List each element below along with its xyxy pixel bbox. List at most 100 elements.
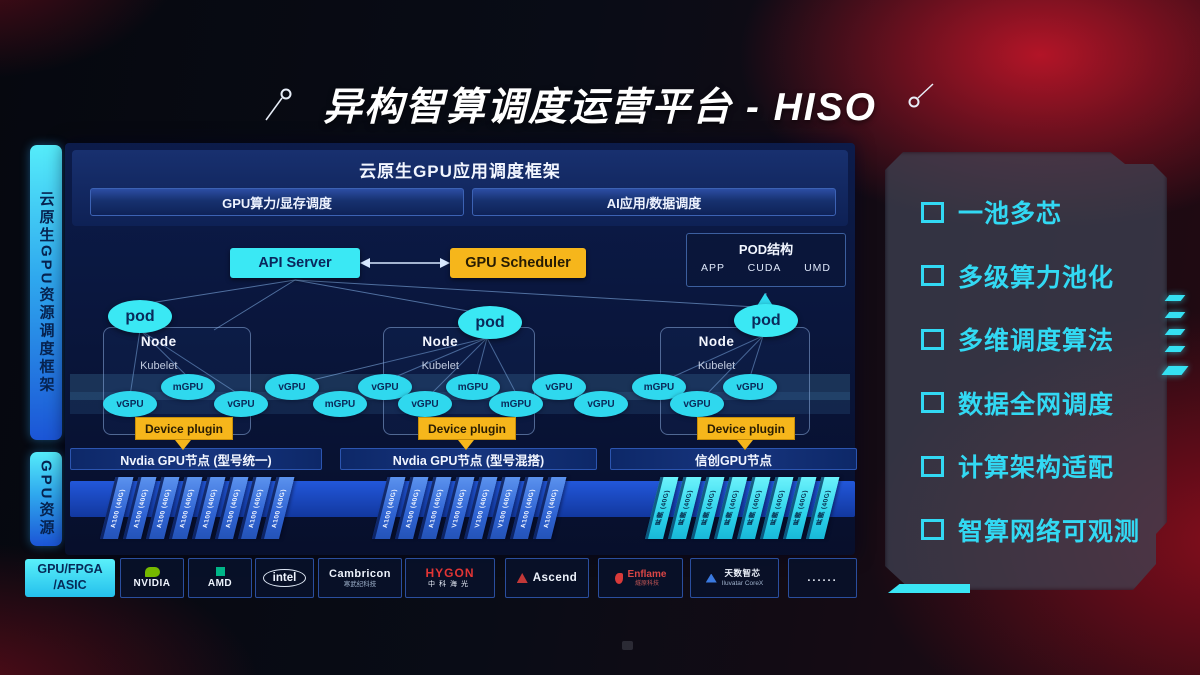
vgpu-oval: vGPU bbox=[265, 374, 319, 400]
device-plugin-1-arrow-icon bbox=[175, 440, 191, 450]
panel-hatch-icon bbox=[1164, 312, 1186, 318]
iluvatar-logo: 天数智芯 Iluvatar CoreX bbox=[721, 568, 764, 587]
hardware-category-box: GPU/FPGA /ASIC bbox=[25, 559, 115, 597]
app-framework-title: 云原生GPU应用调度框架 bbox=[359, 162, 561, 181]
feature-checkbox-icon bbox=[921, 392, 944, 413]
vendor-more: ...... bbox=[788, 558, 857, 598]
hardware-category-line2: /ASIC bbox=[53, 578, 87, 592]
device-plugin-1: Device plugin bbox=[135, 417, 233, 440]
device-plugin-2: Device plugin bbox=[418, 417, 516, 440]
iluvatar-logo-sub: Iluvatar CoreX bbox=[721, 579, 764, 587]
mgpu-oval: mGPU bbox=[446, 374, 500, 400]
intel-logo-text: intel bbox=[262, 569, 307, 587]
more-vendors-text: ...... bbox=[807, 572, 838, 584]
pod-oval-3: pod bbox=[734, 304, 798, 337]
enflame-logo-text: Enflame bbox=[627, 568, 667, 580]
enflame-logo: Enflame 燧原科技 bbox=[628, 569, 667, 588]
mgpu-oval: mGPU bbox=[489, 391, 543, 417]
vgpu-oval: vGPU bbox=[574, 391, 628, 417]
vendor-iluvatar: 天数智芯 Iluvatar CoreX bbox=[690, 558, 779, 598]
hygon-logo-text: HYGON bbox=[425, 566, 475, 581]
vendor-hygon: HYGON 中科海光 bbox=[405, 558, 495, 598]
feature-item-6: 智算网络可观测 bbox=[921, 513, 1140, 547]
feature-item-2: 多级算力池化 bbox=[921, 259, 1114, 293]
feature-label: 一池多芯 bbox=[958, 200, 1063, 228]
enflame-logo-icon bbox=[614, 572, 623, 584]
vgpu-oval: vGPU bbox=[723, 374, 777, 400]
panel-hatch-icon bbox=[1164, 295, 1186, 301]
pod-structure-title: POD结构 bbox=[738, 242, 794, 257]
gpu-group-header-3: 信创GPU节点 bbox=[610, 448, 857, 470]
enflame-logo-sub: 燧原科技 bbox=[634, 580, 659, 587]
feature-panel bbox=[885, 152, 1167, 590]
device-plugin-2-arrow-icon bbox=[458, 440, 474, 450]
compute-scheduling-bar: GPU算力/显存调度 bbox=[90, 188, 464, 216]
pod-layer-app: APP bbox=[701, 262, 726, 274]
gpu-group-header-2: Nvdia GPU节点 (型号混搭) bbox=[340, 448, 597, 470]
feature-item-1: 一池多芯 bbox=[921, 195, 1062, 229]
nvidia-logo-icon bbox=[144, 567, 160, 577]
ascend-logo-text: Ascend bbox=[532, 572, 578, 584]
panel-hatch-icon bbox=[1164, 346, 1186, 352]
feature-label: 计算架构适配 bbox=[958, 454, 1115, 482]
nvidia-logo-text: NVIDIA bbox=[133, 578, 171, 589]
ascend-logo-icon bbox=[516, 573, 528, 583]
sidebar-framework-bar: 云原生GPU资源调度框架 bbox=[30, 145, 62, 440]
feature-checkbox-icon bbox=[921, 519, 944, 540]
pod-link-arrow-icon bbox=[757, 293, 773, 306]
api-server-box: API Server bbox=[230, 248, 360, 278]
hygon-logo: HYGON 中科海光 bbox=[425, 566, 475, 589]
iluvatar-logo-icon bbox=[705, 573, 717, 583]
mgpu-oval: mGPU bbox=[161, 374, 215, 400]
node-1-kubelet-label: Kubelet bbox=[140, 360, 178, 372]
cambricon-logo: Cambricon 寒武纪科技 bbox=[329, 568, 391, 588]
feature-checkbox-icon bbox=[921, 201, 944, 223]
feature-label: 智算网络可观测 bbox=[958, 517, 1141, 546]
vendor-amd: AMD bbox=[188, 558, 252, 598]
pod-oval-1: pod bbox=[108, 300, 172, 333]
feature-item-5: 计算架构适配 bbox=[921, 449, 1114, 483]
amd-logo-icon bbox=[215, 567, 225, 576]
hardware-category-line1: GPU/FPGA bbox=[37, 562, 103, 577]
sidebar-gpu-resource-label: GPU资源 bbox=[37, 460, 55, 538]
nvidia-logo: NVIDIA bbox=[134, 567, 171, 589]
feature-checkbox-icon bbox=[921, 265, 944, 286]
node-2-kubelet-label: Kubelet bbox=[421, 360, 459, 372]
page-title: 异构智算调度运营平台 - HISO bbox=[322, 86, 877, 129]
node-3-label: Node bbox=[698, 334, 735, 349]
pod-structure-box: POD结构 APP CUDA UMD bbox=[686, 233, 846, 287]
vgpu-oval: vGPU bbox=[670, 391, 724, 417]
vendor-intel: intel bbox=[255, 558, 314, 598]
vendor-nvidia: NVIDIA bbox=[120, 558, 184, 598]
amd-logo: AMD bbox=[208, 567, 232, 589]
cambricon-logo-sub: 寒武纪科技 bbox=[343, 580, 377, 588]
node-2-label: Node bbox=[422, 334, 459, 349]
vendor-ascend: Ascend bbox=[505, 558, 589, 598]
vgpu-oval: vGPU bbox=[532, 374, 586, 400]
feature-label: 多级算力池化 bbox=[958, 263, 1115, 292]
vendor-cambricon: Cambricon 寒武纪科技 bbox=[318, 558, 402, 598]
pod-layer-cuda: CUDA bbox=[747, 262, 782, 274]
vgpu-oval: vGPU bbox=[214, 391, 268, 417]
device-plugin-3: Device plugin bbox=[697, 417, 795, 440]
iluvatar-logo-text: 天数智芯 bbox=[724, 568, 761, 579]
footer-logo-mark bbox=[622, 641, 633, 650]
panel-accent-bar bbox=[888, 584, 970, 593]
feature-checkbox-icon bbox=[921, 328, 944, 350]
ai-data-scheduling-bar: AI应用/数据调度 bbox=[472, 188, 836, 216]
hygon-logo-sub: 中科海光 bbox=[427, 581, 472, 589]
feature-label: 多维调度算法 bbox=[958, 327, 1115, 355]
pod-oval-2: pod bbox=[458, 306, 522, 339]
amd-logo-text: AMD bbox=[207, 578, 233, 589]
feature-item-3: 多维调度算法 bbox=[921, 322, 1114, 356]
vgpu-oval: vGPU bbox=[103, 391, 157, 417]
pod-layer-umd: UMD bbox=[804, 262, 831, 274]
vendor-enflame: Enflame 燧原科技 bbox=[598, 558, 683, 598]
feature-item-4: 数据全网调度 bbox=[921, 386, 1114, 420]
feature-checkbox-icon bbox=[921, 455, 944, 477]
vgpu-oval: vGPU bbox=[398, 391, 452, 417]
device-plugin-3-arrow-icon bbox=[737, 440, 753, 450]
sidebar-framework-label: 云原生GPU资源调度框架 bbox=[37, 190, 55, 395]
cambricon-logo-text: Cambricon bbox=[329, 567, 391, 580]
